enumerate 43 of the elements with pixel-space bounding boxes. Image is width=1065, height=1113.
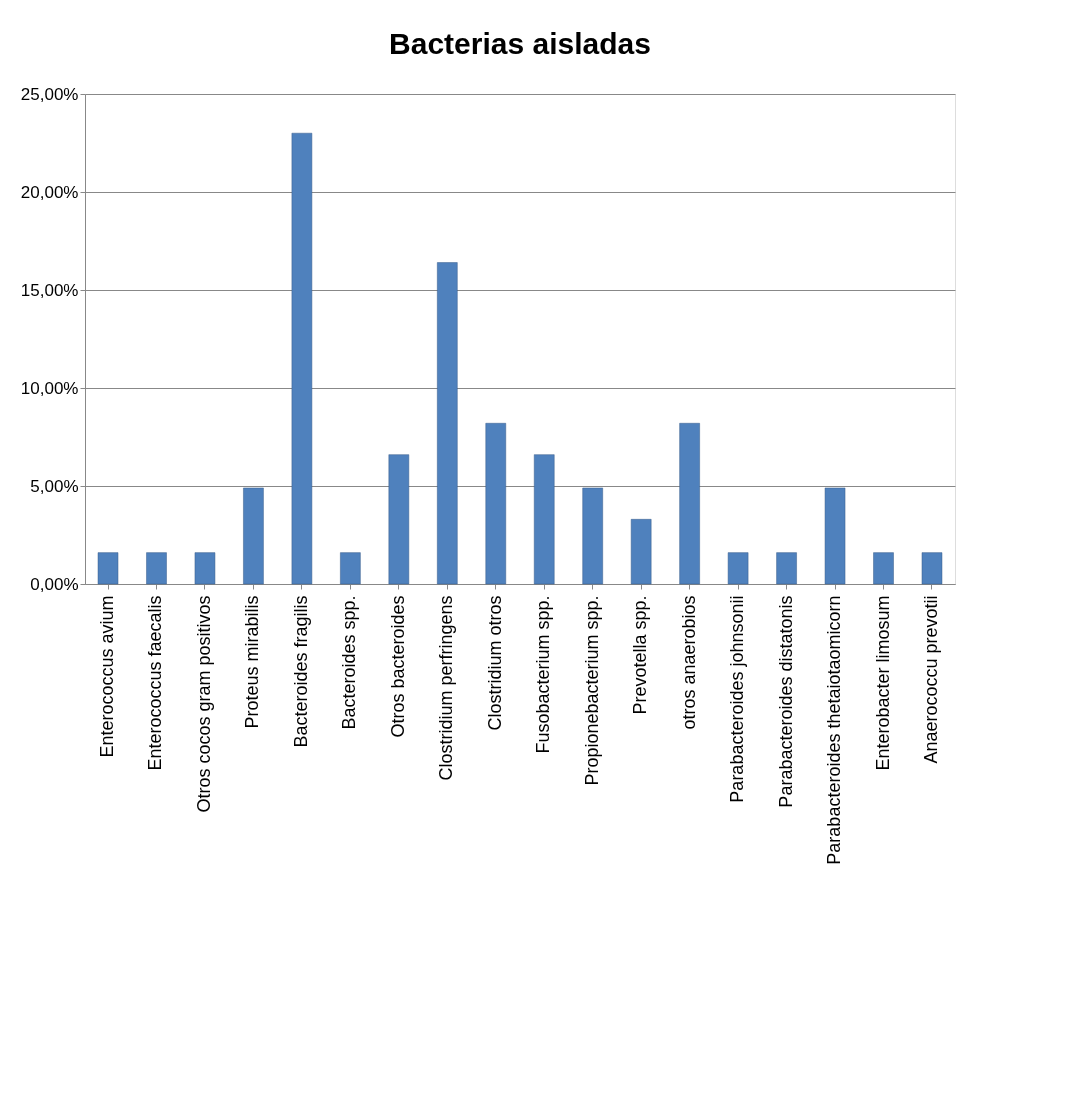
bar xyxy=(727,552,749,585)
x-tick-label: Parabacteroides thetaiotaomicorn xyxy=(824,595,845,865)
y-tick-label: 10,00% xyxy=(20,378,79,398)
x-tick-label: Prevotella spp. xyxy=(630,595,651,715)
bar xyxy=(873,552,894,585)
bar xyxy=(582,487,603,585)
y-tick-label: 0,00% xyxy=(30,574,79,594)
x-tick-label: Bacteroides spp. xyxy=(339,595,360,730)
bar xyxy=(824,487,846,585)
x-tick-label: Bacteroides fragilis xyxy=(290,595,311,748)
x-tick-label: otros anaerobios xyxy=(678,595,699,730)
y-tick-label: 5,00% xyxy=(30,476,79,496)
x-tick-label: Parabacteroides johnsonii xyxy=(727,595,748,803)
y-tick-label: 15,00% xyxy=(20,280,79,300)
x-tick-label: Fusobacterium spp. xyxy=(533,595,554,754)
bar xyxy=(921,552,943,585)
bar xyxy=(485,423,507,585)
x-tick-label: Enterococcus avium xyxy=(97,595,118,758)
bar xyxy=(437,262,458,585)
bar xyxy=(146,552,167,585)
x-tick-label: Enterococcus faecalis xyxy=(145,595,166,771)
bar xyxy=(97,552,119,585)
bar xyxy=(194,552,216,585)
bar xyxy=(533,454,555,585)
x-tick-label: Propionebacterium spp. xyxy=(581,595,602,786)
x-tick-label: Otros cocos gram positivos xyxy=(193,595,214,813)
bar xyxy=(340,552,361,585)
x-tick-label: Enterobacter limosum xyxy=(872,595,893,771)
bar xyxy=(776,552,797,585)
x-tick-label: Proteus mirabilis xyxy=(242,595,263,729)
x-tick-label: Clostridium perfringens xyxy=(436,595,457,781)
x-tick-label: Otros bacteroides xyxy=(387,595,408,738)
bar xyxy=(630,519,652,585)
x-tick-label: Parabacteroides distatonis xyxy=(775,595,796,808)
x-tick-label: Clostridium otros xyxy=(484,595,505,731)
bar xyxy=(388,454,410,585)
bar xyxy=(679,423,700,585)
y-tick-label: 20,00% xyxy=(20,182,79,202)
bar xyxy=(243,487,264,585)
bar xyxy=(291,132,313,585)
y-tick-label: 25,00% xyxy=(20,84,79,104)
chart-title: Bacterias aisladas xyxy=(389,27,651,60)
x-tick-label: Anaerococcu prevotii xyxy=(920,595,941,764)
